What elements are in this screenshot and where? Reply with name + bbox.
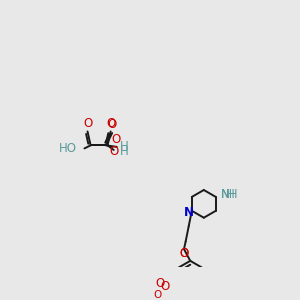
Text: O: O bbox=[179, 247, 189, 260]
Text: O: O bbox=[109, 145, 118, 158]
Text: O: O bbox=[111, 133, 121, 146]
Text: N: N bbox=[184, 206, 194, 219]
Text: O: O bbox=[83, 117, 92, 130]
Text: H: H bbox=[226, 188, 235, 201]
Text: O: O bbox=[160, 280, 170, 293]
Text: O: O bbox=[107, 118, 117, 131]
Text: O: O bbox=[106, 117, 115, 130]
Text: H: H bbox=[120, 140, 129, 153]
Text: O: O bbox=[153, 290, 161, 300]
Text: O: O bbox=[179, 247, 189, 260]
Text: O: O bbox=[156, 277, 165, 290]
Text: NH: NH bbox=[221, 188, 239, 201]
Text: H: H bbox=[120, 145, 129, 158]
Text: HO: HO bbox=[59, 142, 77, 155]
Text: N: N bbox=[221, 188, 230, 201]
